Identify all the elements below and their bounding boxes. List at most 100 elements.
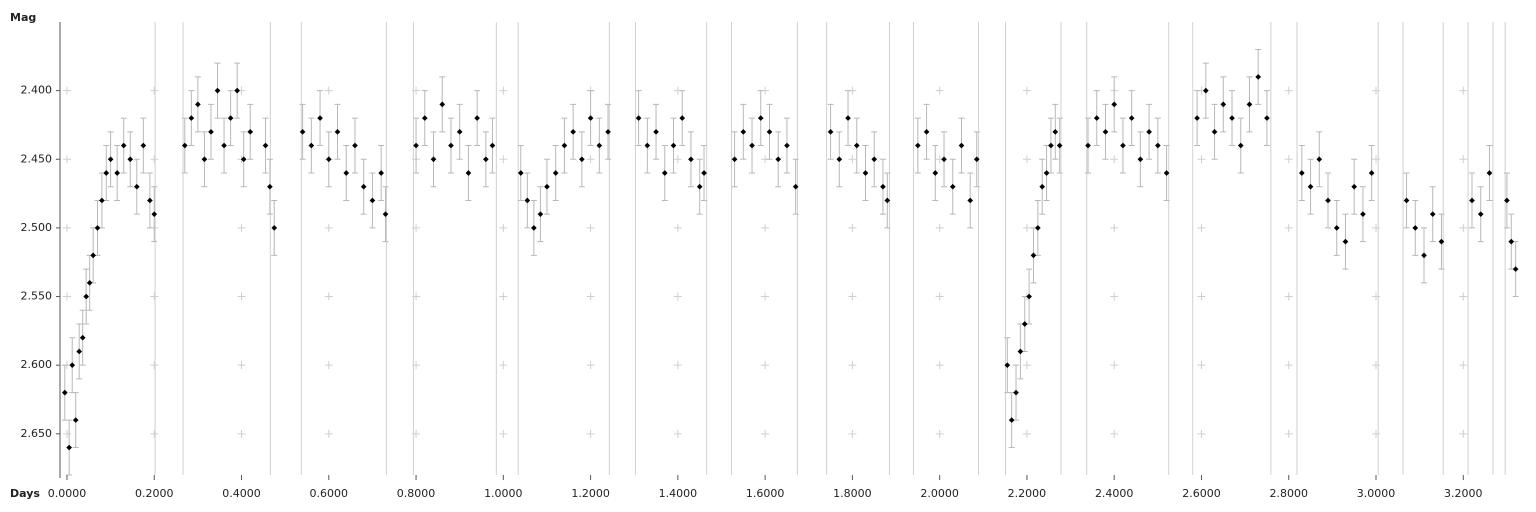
x-tick-label: 3.0000 — [1357, 487, 1396, 500]
point — [448, 142, 454, 149]
point — [271, 225, 278, 231]
point — [133, 183, 140, 190]
grid-cross — [1372, 155, 1381, 164]
point — [670, 142, 677, 149]
point — [421, 115, 428, 121]
point — [871, 156, 878, 163]
grid-cross — [412, 361, 421, 370]
point — [1093, 115, 1100, 121]
grid — [62, 86, 1468, 438]
point — [1255, 74, 1262, 80]
point — [267, 183, 273, 190]
error-bars — [61, 48, 1519, 476]
grid-cross — [1197, 361, 1206, 370]
point — [1203, 87, 1209, 94]
point — [679, 115, 686, 121]
x-tick-label: 2.4000 — [1095, 487, 1134, 500]
point — [880, 183, 886, 190]
point — [653, 128, 659, 135]
point — [1056, 142, 1063, 149]
grid-cross — [1284, 361, 1293, 370]
grid-cross — [1197, 292, 1206, 301]
grid-cross — [499, 429, 508, 438]
point — [247, 128, 254, 135]
grid-cross — [935, 86, 944, 95]
grid-cross — [586, 429, 595, 438]
point — [1220, 101, 1227, 108]
point — [1307, 183, 1314, 190]
grid-cross — [586, 155, 595, 164]
x-tick-label: 0.4000 — [222, 487, 261, 500]
y-tick-label: 2.600 — [21, 358, 53, 371]
point — [1264, 115, 1270, 121]
point — [661, 170, 668, 176]
grid-cross — [499, 155, 508, 164]
y-axis-label: Mag — [10, 11, 36, 24]
grid-cross — [1110, 292, 1119, 301]
point — [1429, 211, 1436, 218]
point — [1299, 170, 1305, 176]
segment-lines — [154, 22, 1506, 475]
grid-cross — [673, 155, 682, 164]
point — [1155, 142, 1161, 149]
point — [1021, 321, 1028, 327]
grid-cross — [237, 292, 246, 301]
point — [1146, 128, 1152, 135]
point — [489, 142, 496, 149]
grid-cross — [1022, 86, 1031, 95]
point — [941, 156, 947, 163]
point — [382, 211, 389, 218]
grid-cross — [1022, 155, 1031, 164]
grid-cross — [237, 429, 246, 438]
point — [79, 334, 86, 341]
point — [195, 101, 201, 108]
point — [352, 142, 358, 149]
point — [932, 170, 939, 176]
grid-cross — [761, 429, 770, 438]
point — [439, 101, 446, 108]
point — [1412, 225, 1419, 231]
x-tick-label: 0.0000 — [48, 487, 87, 500]
point — [188, 115, 195, 121]
point — [775, 156, 782, 163]
grid-cross — [761, 361, 770, 370]
grid-cross — [1459, 361, 1468, 370]
point — [72, 417, 79, 423]
point — [784, 142, 790, 149]
point — [151, 211, 158, 218]
point — [221, 142, 227, 149]
grid-cross — [1459, 155, 1468, 164]
grid-cross — [1372, 429, 1381, 438]
point — [1325, 197, 1331, 204]
grid-cross — [62, 223, 71, 232]
point — [1163, 170, 1170, 176]
point — [1469, 197, 1475, 204]
grid-cross — [324, 223, 333, 232]
point — [107, 156, 114, 163]
x-axis-label: Days — [10, 487, 40, 500]
y-tick-label: 2.450 — [21, 152, 53, 165]
grid-cross — [1284, 223, 1293, 232]
point — [103, 170, 110, 176]
grid-cross — [150, 292, 159, 301]
point — [766, 128, 773, 135]
grid-cross — [848, 429, 857, 438]
point — [749, 142, 755, 149]
point — [1039, 183, 1046, 190]
point — [90, 252, 96, 259]
point — [334, 128, 341, 135]
grid-cross — [848, 361, 857, 370]
point — [240, 156, 247, 163]
point — [1030, 252, 1037, 259]
point — [1368, 170, 1375, 176]
axes: 2.400 2.450 2.500 2.550 2.600 2.650 0.0000 0.20… — [21, 22, 1483, 500]
point — [1211, 128, 1218, 135]
grid-cross — [62, 86, 71, 95]
grid-cross — [1197, 429, 1206, 438]
point — [967, 197, 974, 204]
point — [757, 115, 764, 121]
point — [836, 156, 843, 163]
grid-cross — [848, 155, 857, 164]
grid-cross — [1284, 429, 1293, 438]
